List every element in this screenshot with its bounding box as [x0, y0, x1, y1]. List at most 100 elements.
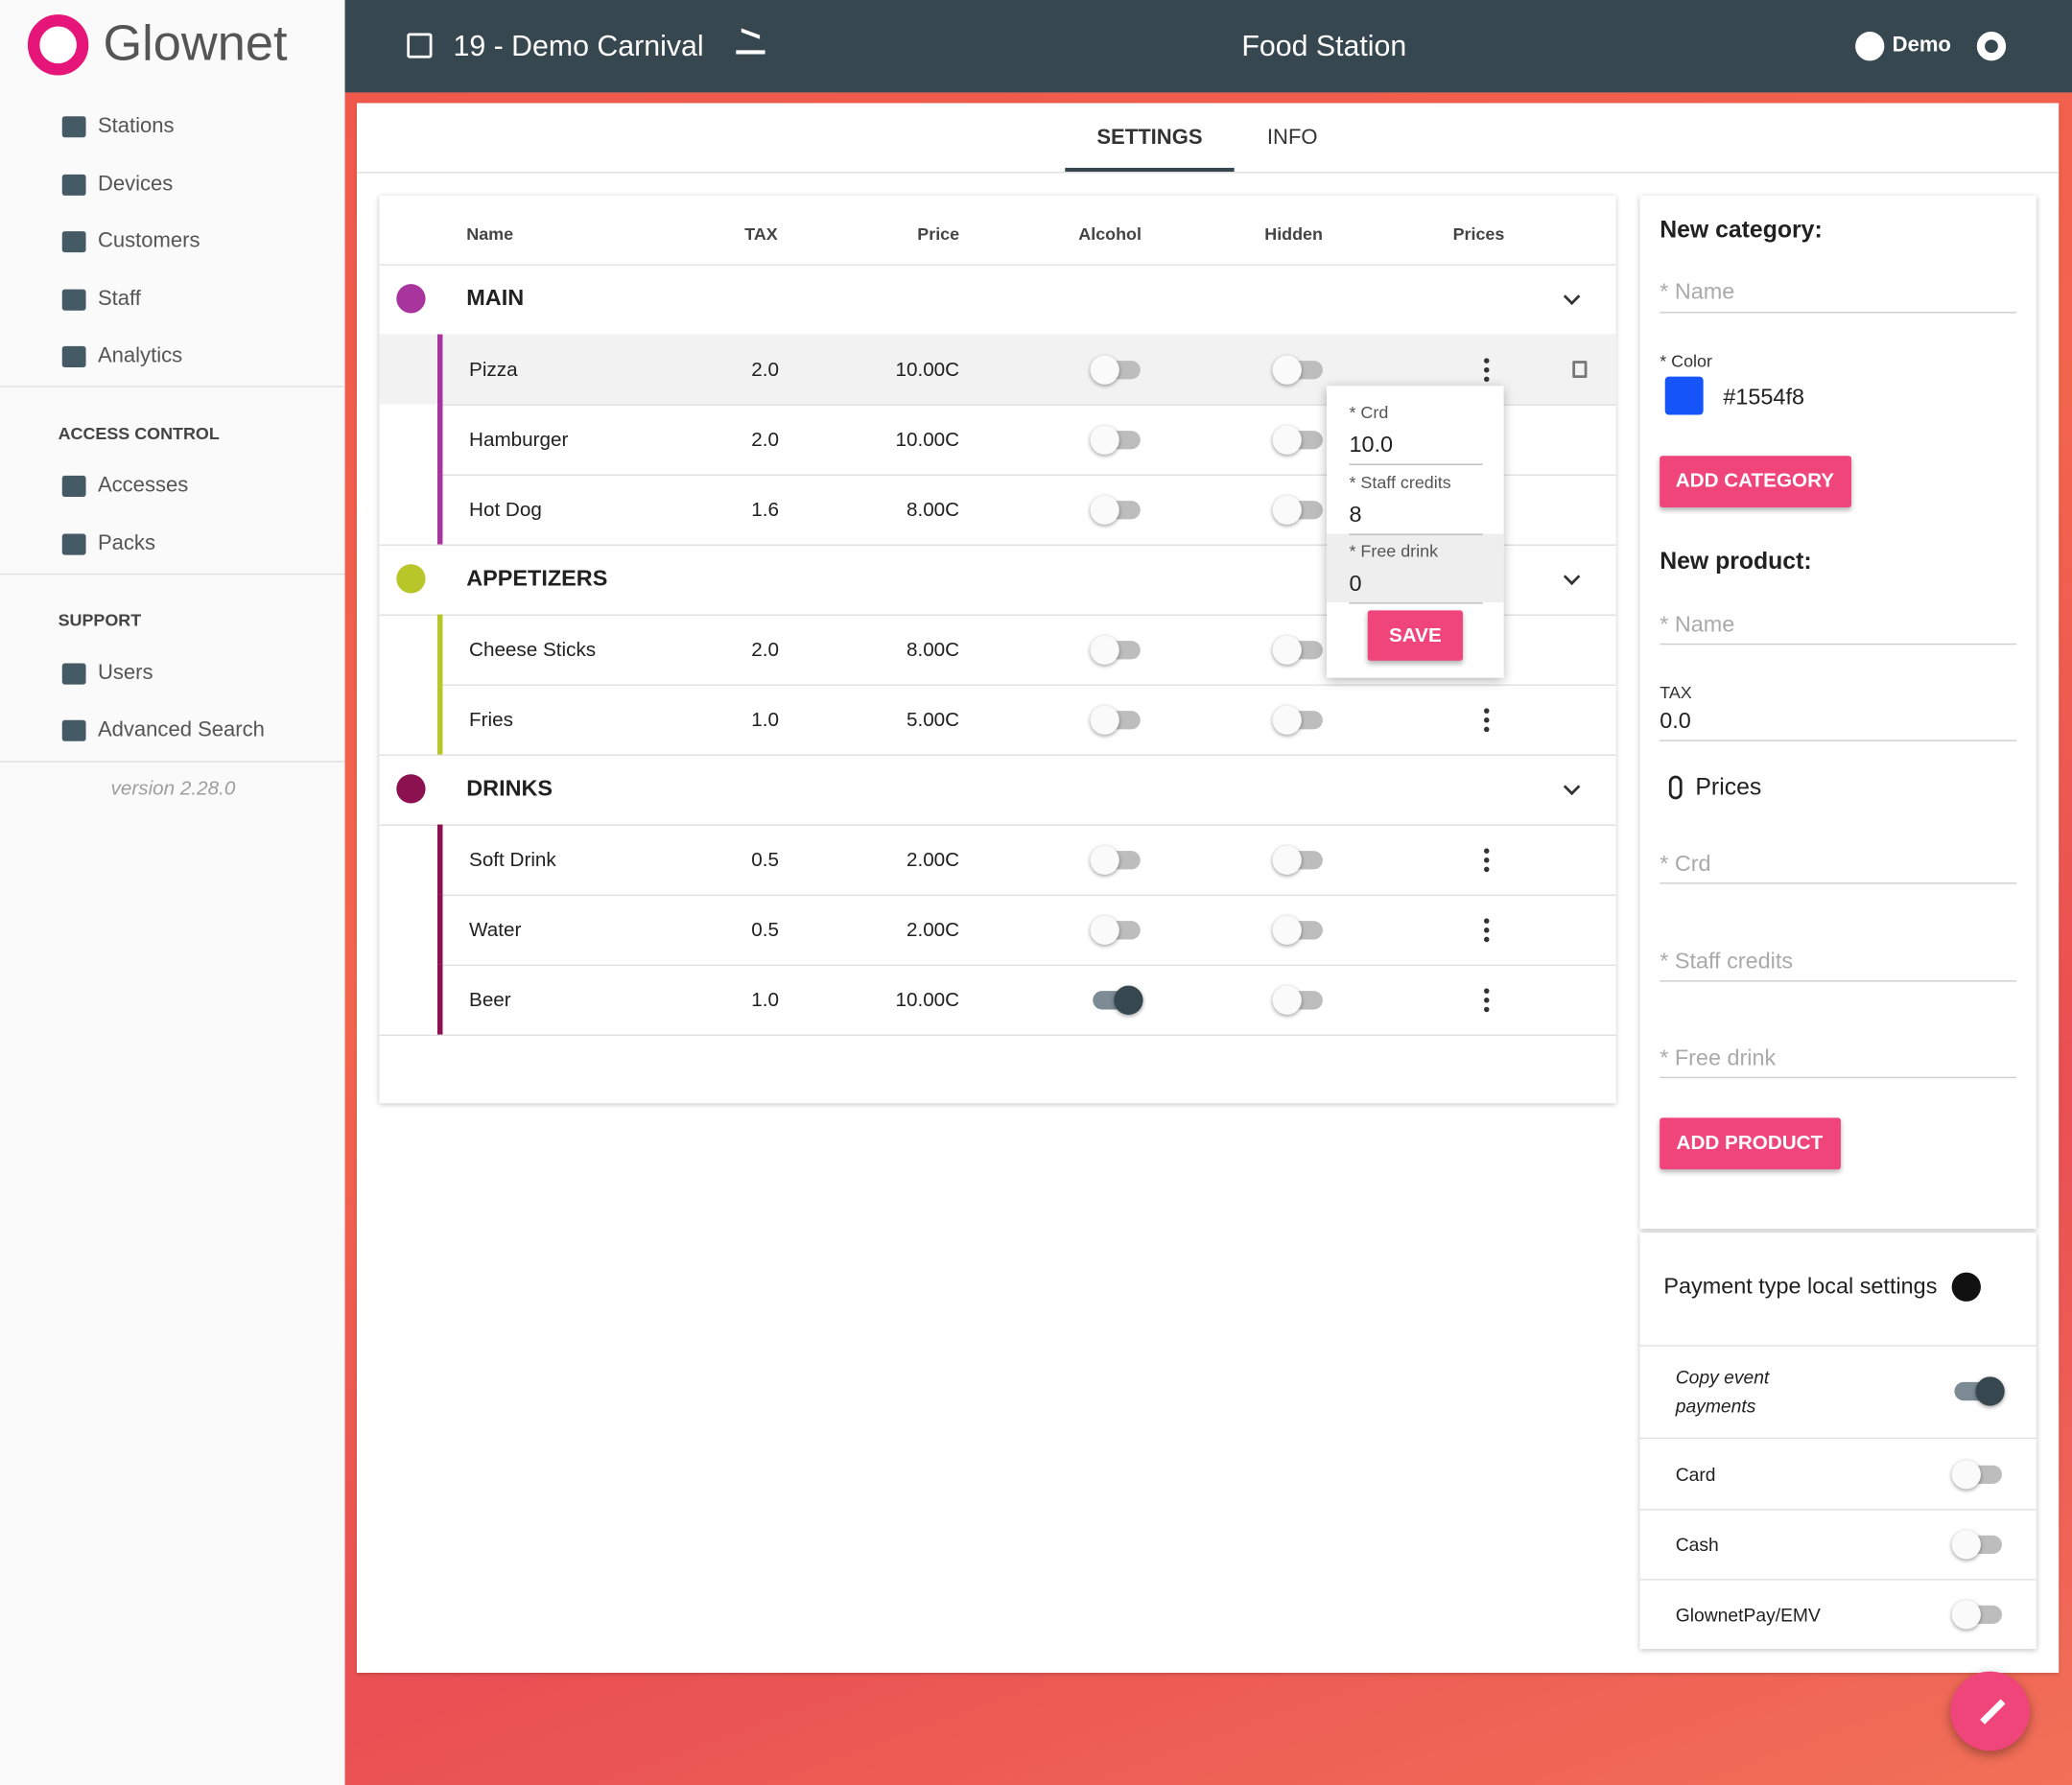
nav-item[interactable]: Stations [97, 114, 175, 138]
toggle-thumb [1272, 914, 1302, 945]
nav-item[interactable]: Packs [97, 532, 155, 555]
event-name[interactable]: 19 - Demo Carnival [453, 29, 704, 62]
toggle-thumb [1090, 914, 1119, 945]
product-price: 2.00C [906, 848, 960, 871]
toggle[interactable] [1949, 1375, 2008, 1407]
toggle-thumb [1272, 704, 1302, 735]
divider [1639, 1437, 2037, 1440]
toggle[interactable] [1270, 914, 1329, 946]
input-price[interactable]: * Free drink [1660, 1045, 1777, 1070]
nav-item[interactable]: Staff [97, 288, 141, 311]
toggle[interactable] [1088, 914, 1146, 946]
tab-indicator [1065, 167, 1235, 173]
toggle[interactable] [1088, 634, 1146, 666]
plane-icon [736, 50, 765, 55]
product-tax: 2.0 [751, 358, 779, 381]
input-price[interactable]: * Staff credits [1660, 949, 1794, 975]
toggle[interactable] [1949, 1599, 2008, 1631]
info-icon[interactable] [1951, 1272, 1981, 1302]
icon [1483, 997, 1490, 1002]
toggle-thumb [1951, 1600, 1981, 1630]
header-bar [344, 0, 2072, 93]
input-price[interactable]: * Crd [1660, 851, 1711, 877]
button-label[interactable]: ADD CATEGORY [1675, 469, 1835, 493]
divider [436, 894, 1616, 896]
tab[interactable]: SETTINGS [1096, 127, 1203, 150]
icon [61, 174, 86, 196]
add-category-button[interactable] [1660, 456, 1851, 507]
toggle-thumb [1090, 494, 1119, 525]
toggle[interactable] [1949, 1529, 2008, 1561]
product-tax: 2.0 [751, 428, 779, 451]
field-label: TAX [1660, 682, 1692, 703]
nav-item[interactable]: Advanced Search [97, 718, 265, 741]
divider [1660, 882, 2017, 884]
field-value[interactable]: 10.0 [1349, 432, 1394, 458]
input-name[interactable]: * Name [1660, 611, 1735, 637]
toggle[interactable] [1270, 704, 1329, 736]
toggle[interactable] [1088, 424, 1146, 456]
delete-icon[interactable] [1572, 360, 1588, 378]
divider [1349, 463, 1483, 465]
toggle-thumb [1090, 704, 1119, 735]
divider [0, 761, 345, 763]
toggle-thumb [1272, 424, 1302, 455]
icon [1483, 366, 1490, 372]
toggle[interactable] [1270, 424, 1329, 456]
toggle[interactable] [1088, 494, 1146, 526]
nav-item[interactable]: Customers [97, 229, 200, 253]
divider [1639, 1345, 2037, 1347]
field-value[interactable]: 8 [1349, 501, 1362, 527]
product-name: Pizza [469, 358, 518, 381]
color-swatch[interactable] [1664, 376, 1704, 415]
toggle[interactable] [1270, 353, 1329, 385]
settings-icon[interactable] [1976, 32, 2007, 61]
add-product-button[interactable] [1660, 1117, 1841, 1170]
toggle[interactable] [1088, 353, 1146, 385]
toggle[interactable] [1949, 1459, 2008, 1491]
icon [1483, 917, 1490, 924]
toggle[interactable] [1088, 704, 1146, 736]
divider [379, 754, 1616, 756]
product-tax: 0.5 [751, 918, 779, 941]
toggle[interactable] [1270, 494, 1329, 526]
field-label: * Staff credits [1349, 471, 1451, 492]
toggle-thumb [1951, 1530, 1981, 1560]
toggle[interactable] [1270, 844, 1329, 876]
toggle-thumb [1272, 844, 1302, 875]
product-name: Beer [469, 988, 511, 1011]
nav-item[interactable]: Users [97, 662, 153, 685]
user-menu[interactable]: Demo [1892, 34, 1951, 58]
field-focus [1327, 533, 1504, 603]
nav-item[interactable]: Analytics [97, 344, 183, 367]
toggle[interactable] [1088, 984, 1146, 1016]
field-value[interactable]: 0 [1349, 571, 1362, 597]
button-label[interactable]: ADD PRODUCT [1676, 1131, 1824, 1155]
divider [436, 964, 1616, 966]
divider [436, 404, 1616, 406]
toggle[interactable] [1270, 984, 1329, 1016]
product-name: Fries [469, 708, 513, 731]
toggle[interactable] [1270, 634, 1329, 666]
form-card [1639, 195, 2037, 1230]
save-button[interactable] [1367, 610, 1463, 661]
icon [1483, 716, 1490, 722]
section-title: SUPPORT [58, 609, 142, 630]
category-name: DRINKS [466, 775, 553, 801]
tab[interactable]: INFO [1266, 127, 1318, 150]
product-tax: 1.0 [751, 988, 779, 1011]
input-tax[interactable]: 0.0 [1660, 708, 1691, 734]
divider [436, 684, 1616, 686]
divider [1639, 1579, 2037, 1581]
toggle-thumb [1114, 984, 1143, 1015]
input-name[interactable]: * Name [1660, 278, 1735, 304]
save-button-label[interactable]: SAVE [1388, 623, 1442, 647]
product-name: Hamburger [469, 428, 569, 451]
toggle[interactable] [1088, 844, 1146, 876]
nav-item[interactable]: Accesses [97, 474, 189, 497]
divider [1349, 532, 1483, 535]
nav-item[interactable]: Devices [97, 173, 174, 196]
column-header: Price [917, 223, 960, 245]
category-bar [436, 614, 443, 686]
icon [61, 345, 86, 367]
